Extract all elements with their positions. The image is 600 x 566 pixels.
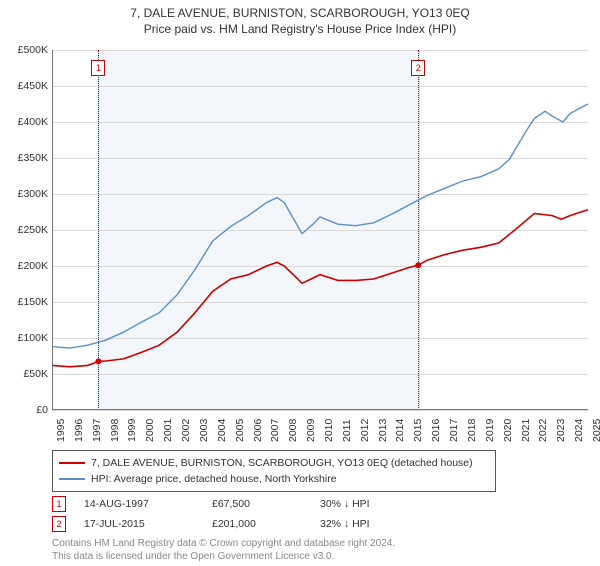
root: 7, DALE AVENUE, BURNISTON, SCARBOROUGH, …: [0, 6, 600, 566]
x-tick-label: 2009: [305, 419, 317, 442]
y-tick-label: £0: [8, 404, 48, 416]
x-tick-label: 2004: [216, 419, 228, 442]
x-tick-label: 2000: [144, 419, 156, 442]
x-tick-label: 2002: [180, 419, 192, 442]
transaction-marker-badge: 2: [411, 60, 425, 76]
x-tick-label: 2013: [377, 419, 389, 442]
x-tick-label: 2010: [323, 419, 335, 442]
chart-title-main: 7, DALE AVENUE, BURNISTON, SCARBOROUGH, …: [0, 6, 600, 20]
y-tick-label: £450K: [8, 80, 48, 92]
x-tick-label: 2011: [341, 419, 353, 442]
y-axis-line: [52, 50, 53, 410]
legend: 7, DALE AVENUE, BURNISTON, SCARBOROUGH, …: [52, 450, 496, 492]
y-tick-label: £200K: [8, 260, 48, 272]
transaction-date: 17-JUL-2015: [84, 518, 194, 530]
x-axis-line: [52, 409, 588, 410]
transaction-delta: 32% ↓ HPI: [320, 518, 370, 530]
transaction-badge: 2: [52, 516, 66, 532]
x-tick-label: 2025: [591, 419, 600, 442]
chart-plot-area: [52, 50, 588, 410]
gridline: [52, 410, 588, 411]
x-tick-label: 2016: [430, 419, 442, 442]
legend-item: 7, DALE AVENUE, BURNISTON, SCARBOROUGH, …: [59, 455, 489, 471]
legend-label: HPI: Average price, detached house, Nort…: [91, 473, 337, 485]
x-tick-label: 2003: [198, 419, 210, 442]
transaction-row: 1 14-AUG-1997 £67,500 30% ↓ HPI: [52, 494, 592, 514]
x-tick-label: 2015: [412, 419, 424, 442]
legend-swatch: [59, 478, 85, 480]
x-tick-label: 2007: [269, 419, 281, 442]
x-tick-label: 2022: [537, 419, 549, 442]
y-tick-label: £50K: [8, 368, 48, 380]
legend-label: 7, DALE AVENUE, BURNISTON, SCARBOROUGH, …: [91, 457, 473, 469]
y-tick-label: £400K: [8, 116, 48, 128]
legend-item: HPI: Average price, detached house, Nort…: [59, 471, 489, 487]
series-line: [52, 104, 588, 348]
footer-attribution: Contains HM Land Registry data © Crown c…: [52, 538, 395, 563]
sale-point-marker: [95, 358, 101, 364]
footer-line-1: Contains HM Land Registry data © Crown c…: [52, 538, 395, 551]
x-tick-label: 2012: [359, 419, 371, 442]
transaction-date: 14-AUG-1997: [84, 498, 194, 510]
transactions-list: 1 14-AUG-1997 £67,500 30% ↓ HPI 2 17-JUL-2015…: [52, 494, 592, 534]
y-tick-label: £150K: [8, 296, 48, 308]
x-tick-label: 2005: [234, 419, 246, 442]
legend-swatch: [59, 462, 85, 464]
x-tick-label: 1999: [126, 419, 138, 442]
x-tick-label: 2018: [466, 419, 478, 442]
x-tick-label: 2020: [502, 419, 514, 442]
x-tick-label: 2023: [555, 419, 567, 442]
y-tick-label: £300K: [8, 188, 48, 200]
transaction-badge: 1: [52, 496, 66, 512]
y-tick-label: £350K: [8, 152, 48, 164]
transaction-price: £201,000: [212, 518, 302, 530]
x-tick-label: 1996: [73, 419, 85, 442]
x-tick-label: 1998: [109, 419, 121, 442]
x-tick-label: 2024: [573, 419, 585, 442]
footer-line-2: This data is licensed under the Open Gov…: [52, 551, 395, 564]
y-tick-label: £100K: [8, 332, 48, 344]
chart-title-sub: Price paid vs. HM Land Registry's House …: [0, 22, 600, 36]
y-tick-label: £500K: [8, 44, 48, 56]
series-line: [52, 210, 588, 367]
x-tick-label: 2017: [448, 419, 460, 442]
transaction-delta: 30% ↓ HPI: [320, 498, 370, 510]
x-tick-label: 2019: [484, 419, 496, 442]
x-tick-label: 2014: [394, 419, 406, 442]
x-tick-label: 2008: [287, 419, 299, 442]
x-tick-label: 1997: [91, 419, 103, 442]
sale-point-marker: [415, 262, 421, 268]
transaction-price: £67,500: [212, 498, 302, 510]
transaction-row: 2 17-JUL-2015 £201,000 32% ↓ HPI: [52, 514, 592, 534]
x-tick-label: 1995: [55, 419, 67, 442]
x-tick-label: 2001: [162, 419, 174, 442]
y-tick-label: £250K: [8, 224, 48, 236]
x-tick-label: 2021: [520, 419, 532, 442]
transaction-marker-badge: 1: [91, 60, 105, 76]
series-svg: [52, 50, 588, 410]
x-tick-label: 2006: [252, 419, 264, 442]
